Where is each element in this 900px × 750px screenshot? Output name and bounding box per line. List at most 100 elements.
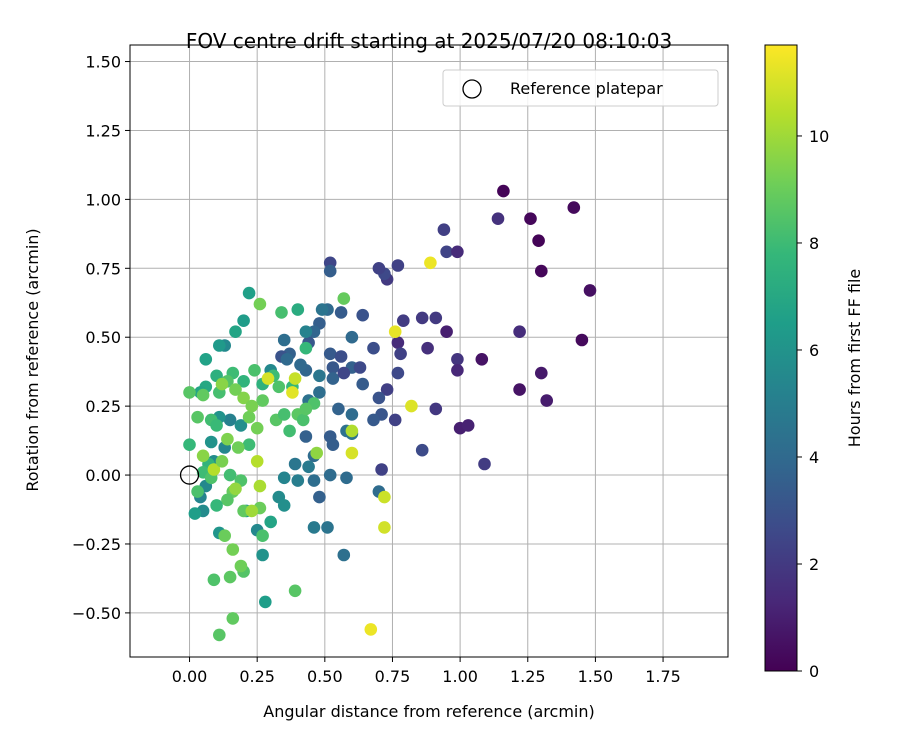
data-point <box>391 366 405 380</box>
data-point <box>367 413 380 427</box>
data-point <box>321 521 334 534</box>
data-point <box>334 350 348 363</box>
data-point <box>299 430 313 443</box>
data-point <box>340 471 353 485</box>
data-point <box>451 245 464 259</box>
x-tick-label: 0.75 <box>375 667 411 686</box>
data-point <box>388 413 402 427</box>
data-point <box>245 504 259 518</box>
y-tick-label: 1.25 <box>85 121 121 140</box>
data-point <box>332 402 345 416</box>
data-point <box>372 391 386 405</box>
data-point <box>207 573 221 587</box>
data-point <box>310 446 324 460</box>
data-point <box>391 336 405 350</box>
colorbar-tick-label: 0 <box>809 662 819 681</box>
data-point <box>372 262 386 275</box>
x-tick-label: 1.50 <box>578 667 614 686</box>
data-point <box>356 377 370 391</box>
data-point <box>299 341 313 355</box>
data-point <box>210 419 223 432</box>
data-point <box>397 314 410 328</box>
data-point <box>388 325 402 339</box>
y-axis-label: Rotation from reference (arcmin) <box>23 228 42 491</box>
data-point <box>215 377 229 391</box>
data-point <box>288 457 302 471</box>
data-point <box>223 413 237 427</box>
data-point <box>242 438 256 452</box>
data-point <box>307 474 321 487</box>
data-point <box>524 212 537 225</box>
data-point <box>215 455 229 468</box>
data-point <box>437 223 451 236</box>
data-point <box>204 435 218 449</box>
legend: Reference platepar <box>442 69 719 107</box>
y-tick-label: 1.50 <box>85 53 121 72</box>
data-point <box>191 410 204 424</box>
data-point <box>191 485 204 498</box>
data-point <box>345 330 359 344</box>
data-point <box>307 521 321 534</box>
data-point <box>196 388 210 402</box>
data-point <box>313 386 326 399</box>
y-tick-label: −0.25 <box>72 535 121 554</box>
colorbar: 0 2 4 6 8 10 Hours from first FF file <box>764 44 864 681</box>
y-tick-label: 0.50 <box>85 328 121 347</box>
data-point <box>353 361 367 374</box>
data-point <box>429 402 443 416</box>
data-point <box>207 463 221 476</box>
data-point <box>326 372 340 385</box>
data-point <box>364 623 378 636</box>
data-point <box>356 308 370 322</box>
colorbar-tick-label: 2 <box>809 555 819 574</box>
data-point <box>294 358 307 372</box>
data-point <box>475 353 489 366</box>
data-point <box>237 314 250 328</box>
data-point <box>218 529 231 542</box>
data-point <box>451 353 464 366</box>
data-point <box>415 443 429 457</box>
data-point <box>223 570 237 584</box>
data-point <box>221 493 234 507</box>
data-point <box>226 543 240 556</box>
data-point <box>286 386 299 399</box>
data-point <box>391 259 405 272</box>
data-point <box>264 515 278 529</box>
legend-marker-icon <box>462 79 482 99</box>
data-point <box>250 421 264 435</box>
data-point <box>277 333 291 347</box>
data-point <box>497 184 510 198</box>
data-point <box>513 383 526 396</box>
data-point <box>380 383 394 396</box>
data-point <box>250 455 264 468</box>
data-point <box>183 386 196 399</box>
data-point <box>326 361 340 374</box>
data-point <box>183 438 196 452</box>
data-point <box>277 499 291 512</box>
data-point <box>491 212 505 225</box>
data-point <box>345 408 359 421</box>
data-point <box>188 507 202 520</box>
data-point <box>229 482 242 496</box>
chart-title: FOV centre drift starting at 2025/07/20 … <box>186 29 672 53</box>
data-point <box>575 333 589 347</box>
colorbar-tick-label: 4 <box>809 448 819 467</box>
data-point <box>367 341 380 355</box>
legend-label: Reference platepar <box>510 79 663 98</box>
data-point <box>375 463 388 476</box>
x-tick-label: 0.00 <box>172 667 208 686</box>
data-point <box>196 449 210 463</box>
data-point <box>248 364 261 377</box>
colorbar-label: Hours from first FF file <box>845 269 864 448</box>
data-point <box>280 353 294 366</box>
reference-marker <box>179 465 200 485</box>
data-point <box>256 529 269 542</box>
data-point <box>315 303 329 316</box>
data-point <box>283 424 296 438</box>
data-point <box>478 457 491 471</box>
data-point <box>223 468 237 482</box>
data-point <box>256 394 269 407</box>
data-point <box>337 292 351 305</box>
y-tick-label: 0.75 <box>85 259 121 278</box>
x-tick-label: 1.75 <box>645 667 681 686</box>
